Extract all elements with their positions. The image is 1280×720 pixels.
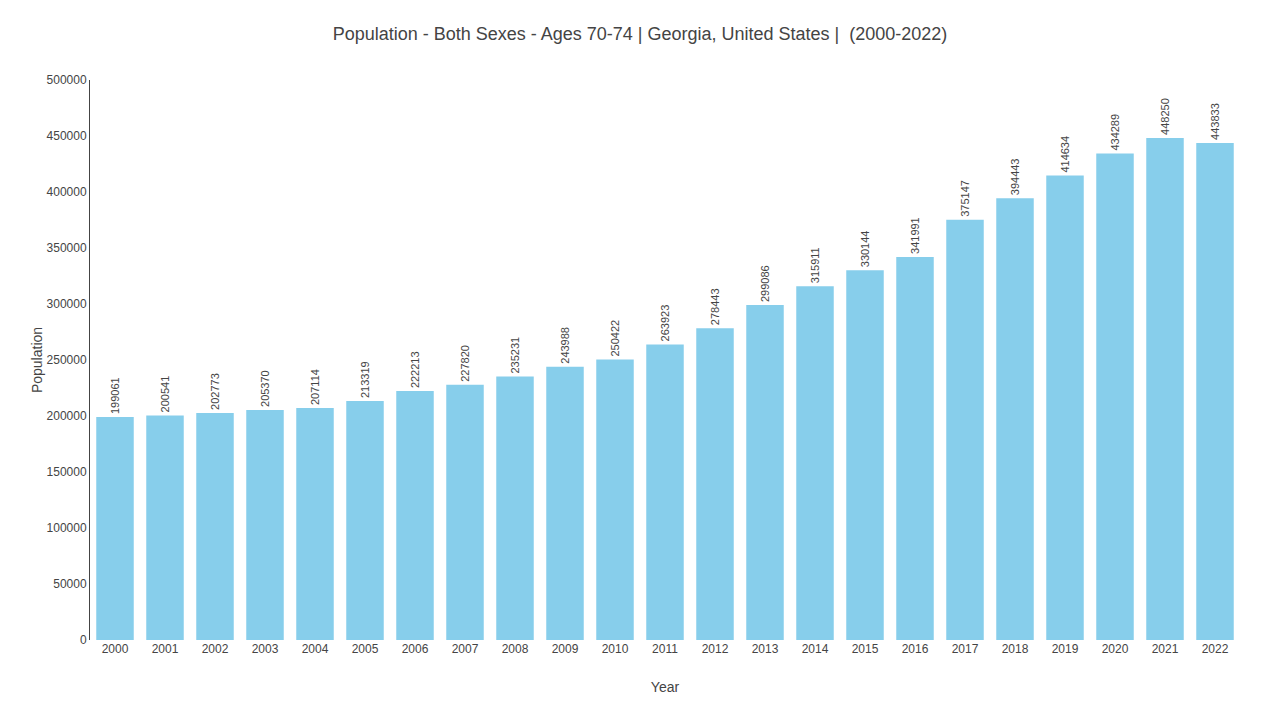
- svg-text:500000: 500000: [47, 73, 87, 87]
- svg-text:227820: 227820: [459, 345, 471, 382]
- svg-text:330144: 330144: [859, 231, 871, 268]
- svg-text:341991: 341991: [909, 217, 921, 254]
- svg-text:263923: 263923: [659, 305, 671, 342]
- svg-text:Year: Year: [651, 679, 680, 695]
- svg-text:434289: 434289: [1109, 114, 1121, 151]
- svg-text:Population - Both Sexes - Ages: Population - Both Sexes - Ages 70-74 | G…: [333, 24, 948, 44]
- svg-text:300000: 300000: [47, 297, 87, 311]
- svg-text:2007: 2007: [452, 642, 479, 656]
- svg-text:2008: 2008: [502, 642, 529, 656]
- svg-text:250000: 250000: [47, 353, 87, 367]
- svg-text:50000: 50000: [53, 577, 87, 591]
- svg-text:243988: 243988: [559, 327, 571, 364]
- svg-text:400000: 400000: [47, 185, 87, 199]
- svg-text:213319: 213319: [359, 361, 371, 398]
- svg-text:2002: 2002: [202, 642, 229, 656]
- svg-text:205370: 205370: [259, 370, 271, 407]
- svg-text:2013: 2013: [752, 642, 779, 656]
- svg-text:2021: 2021: [1152, 642, 1179, 656]
- svg-text:2004: 2004: [302, 642, 329, 656]
- svg-text:200541: 200541: [159, 376, 171, 413]
- svg-text:2012: 2012: [702, 642, 729, 656]
- svg-text:2011: 2011: [652, 642, 678, 656]
- svg-text:448250: 448250: [1159, 98, 1171, 135]
- svg-text:235231: 235231: [509, 337, 521, 374]
- svg-text:443833: 443833: [1209, 103, 1221, 140]
- svg-text:2019: 2019: [1052, 642, 1079, 656]
- svg-text:100000: 100000: [47, 521, 87, 535]
- svg-text:207114: 207114: [309, 369, 321, 405]
- svg-text:250422: 250422: [609, 320, 621, 357]
- svg-text:2003: 2003: [252, 642, 279, 656]
- svg-text:2006: 2006: [402, 642, 429, 656]
- svg-text:Population: Population: [29, 327, 45, 393]
- svg-text:2022: 2022: [1202, 642, 1229, 656]
- svg-text:450000: 450000: [47, 129, 87, 143]
- svg-text:0: 0: [80, 633, 87, 647]
- svg-text:2000: 2000: [102, 642, 129, 656]
- svg-text:199061: 199061: [109, 377, 121, 414]
- svg-text:278443: 278443: [709, 288, 721, 325]
- svg-text:375147: 375147: [959, 180, 971, 217]
- svg-text:2018: 2018: [1002, 642, 1029, 656]
- svg-text:414634: 414634: [1059, 136, 1071, 173]
- svg-text:2020: 2020: [1102, 642, 1129, 656]
- svg-text:2010: 2010: [602, 642, 629, 656]
- svg-text:2017: 2017: [952, 642, 979, 656]
- svg-text:2009: 2009: [552, 642, 579, 656]
- svg-text:2015: 2015: [852, 642, 879, 656]
- svg-text:315911: 315911: [809, 247, 821, 283]
- svg-text:394443: 394443: [1009, 159, 1021, 196]
- svg-text:299086: 299086: [759, 265, 771, 302]
- svg-text:2014: 2014: [802, 642, 829, 656]
- svg-text:150000: 150000: [47, 465, 87, 479]
- svg-text:2016: 2016: [902, 642, 929, 656]
- svg-text:2001: 2001: [152, 642, 179, 656]
- svg-text:202773: 202773: [209, 373, 221, 410]
- svg-text:222213: 222213: [409, 351, 421, 388]
- svg-text:200000: 200000: [47, 409, 87, 423]
- svg-text:350000: 350000: [47, 241, 87, 255]
- svg-text:2005: 2005: [352, 642, 379, 656]
